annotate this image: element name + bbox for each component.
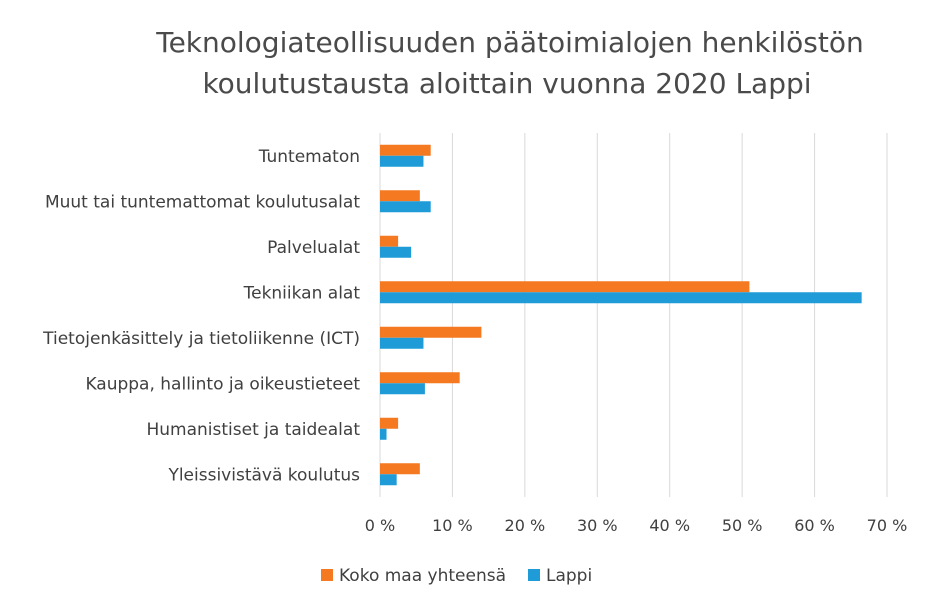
- legend-label-koko-maa: Koko maa yhteensä: [339, 566, 506, 586]
- x-tick-label-30: 30 %: [577, 516, 618, 535]
- x-tick-label-20: 20 %: [505, 516, 546, 535]
- category-label-1: Muut tai tuntemattomat koulutusalat: [45, 192, 360, 212]
- category-label-3: Tekniikan alat: [243, 283, 361, 303]
- bar-koko-maa-6: [380, 417, 399, 429]
- x-tick-label-10: 10 %: [432, 516, 473, 535]
- category-label-5: Kauppa, hallinto ja oikeustieteet: [85, 374, 360, 394]
- legend-label-lappi: Lappi: [546, 566, 592, 586]
- bar-lappi-3: [380, 292, 862, 304]
- bar-koko-maa-3: [380, 281, 750, 293]
- chart-title-line-1: Teknologiateollisuuden päätoimialojen he…: [155, 26, 864, 59]
- chart-title-line-2: koulutustausta aloittain vuonna 2020 Lap…: [202, 67, 811, 100]
- bar-lappi-2: [380, 246, 412, 258]
- category-label-6: Humanistiset ja taidealat: [147, 420, 361, 440]
- x-axis-tick-labels: 0 % 10 % 20 % 30 % 40 % 50 % 60 % 70 %: [365, 516, 908, 535]
- category-label-0: Tuntematon: [258, 147, 360, 167]
- category-labels: Tuntematon Muut tai tuntemattomat koulutu…: [42, 147, 360, 486]
- bar-lappi-7: [380, 474, 397, 486]
- x-tick-label-50: 50 %: [722, 516, 763, 535]
- bar-lappi-6: [380, 428, 387, 440]
- category-label-4: Tietojenkäsittely ja tietoliikenne (ICT): [42, 329, 360, 349]
- grid-layer: [379, 133, 888, 497]
- bars-layer: [380, 144, 862, 486]
- bar-koko-maa-4: [380, 326, 482, 338]
- bar-koko-maa-0: [380, 144, 431, 156]
- bar-lappi-0: [380, 155, 424, 167]
- legend-swatch-koko-maa: [321, 569, 333, 581]
- category-label-7: Yleissivistävä koulutus: [167, 465, 360, 485]
- category-label-2: Palvelualat: [267, 238, 360, 258]
- bar-koko-maa-1: [380, 190, 420, 202]
- bar-koko-maa-7: [380, 463, 420, 475]
- x-tick-label-0: 0 %: [365, 516, 395, 535]
- x-tick-label-70: 70 %: [867, 516, 908, 535]
- bar-lappi-4: [380, 337, 424, 349]
- bar-lappi-5: [380, 383, 425, 395]
- legend: Koko maa yhteensä Lappi: [321, 566, 592, 586]
- bar-lappi-1: [380, 201, 431, 213]
- bar-koko-maa-2: [380, 235, 399, 247]
- x-tick-label-60: 60 %: [794, 516, 835, 535]
- bar-koko-maa-5: [380, 372, 460, 384]
- legend-swatch-lappi: [528, 569, 540, 581]
- x-tick-label-40: 40 %: [649, 516, 690, 535]
